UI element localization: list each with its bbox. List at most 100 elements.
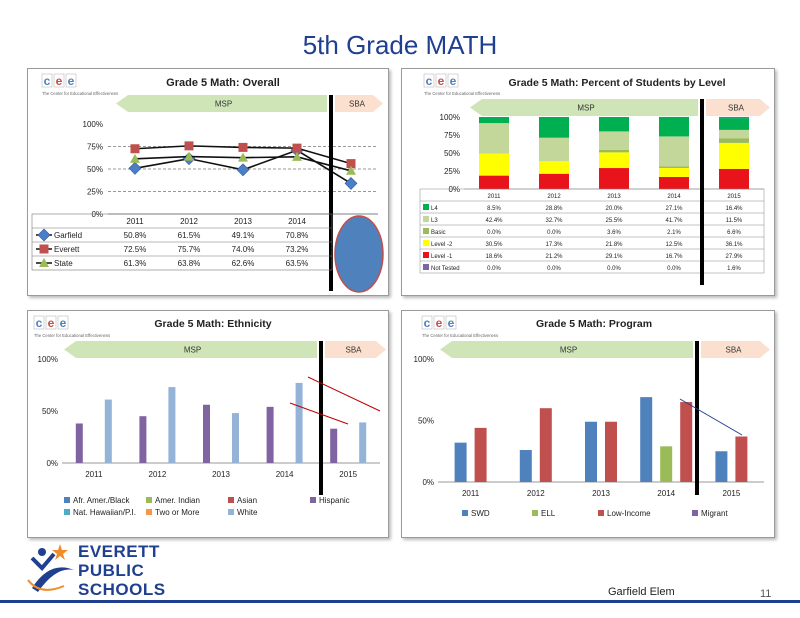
point-garfield-2015 — [344, 176, 358, 190]
legend-swatch — [423, 228, 429, 234]
bar-hispanic-2015 — [330, 428, 338, 463]
cee-logo-letter: e — [60, 316, 67, 330]
table-row-label: Everett — [54, 245, 80, 254]
ethnicity-chart-panel: c e e The Center for Educational Effectiven… — [27, 310, 389, 538]
point-state-2013 — [238, 152, 248, 162]
cee-logo-box — [435, 73, 447, 88]
cee-tagline: The Center for Educational Effectiveness — [422, 333, 498, 338]
cee-logo-box — [33, 315, 45, 330]
legend-swatch — [423, 252, 429, 258]
cee-logo-letter: e — [448, 316, 455, 330]
table-cell: 2.1% — [667, 230, 681, 236]
cee-tagline: The Center for Educational Effectiveness — [34, 333, 110, 338]
y-tick-label: 75% — [87, 143, 103, 152]
cee-logo-letter: e — [436, 316, 443, 330]
y-tick-label: 100% — [414, 355, 434, 364]
x-tick-label: 2015 — [339, 470, 357, 479]
cee-tagline: The Center for Educational Effectiveness — [42, 91, 118, 96]
legend-swatch — [146, 509, 152, 515]
y-tick-label: 0% — [46, 459, 58, 468]
sba-arrow — [706, 99, 770, 116]
cee-logo-letter: c — [426, 74, 433, 88]
table-row-label: Basic — [431, 230, 446, 236]
y-tick-label: 25% — [444, 167, 460, 176]
legend-label: Two or More — [155, 508, 200, 517]
bar-ell-2014 — [660, 446, 673, 482]
table-cell: 72.5% — [124, 245, 147, 254]
bar-segment-level--1-2011 — [479, 175, 509, 189]
table-cell: 12.5% — [665, 242, 683, 248]
table-row-label: Not Tested — [431, 266, 460, 272]
chart-title: Grade 5 Math: Overall — [166, 77, 280, 89]
table-row-label: Level -2 — [431, 242, 453, 248]
x-tick-label: 2013 — [234, 217, 252, 226]
chart-title: Grade 5 Math: Ethnicity — [154, 318, 271, 330]
table-cell: 21.2% — [545, 254, 563, 260]
sba-arrow — [701, 341, 770, 358]
legend-swatch — [228, 509, 234, 515]
table-cell: 17.3% — [545, 242, 563, 248]
x-tick-label: 2012 — [527, 489, 545, 498]
bar-white-2015 — [359, 422, 367, 463]
bar-low-income-2011 — [474, 427, 487, 482]
footer-rule — [0, 600, 800, 603]
bar-segment-basic-2015 — [719, 138, 749, 143]
bar-low-income-2015 — [735, 436, 748, 482]
msp-label: MSP — [577, 104, 594, 113]
cee-logo-box — [445, 315, 457, 330]
x-tick-label: 2014 — [276, 470, 294, 479]
page-number: 11 — [760, 588, 772, 600]
legend-marker-state — [39, 258, 49, 267]
legend-swatch — [423, 204, 429, 210]
legend-swatch — [64, 509, 70, 515]
table-row-label: Garfield — [54, 231, 82, 240]
bar-segment-level--1-2013 — [599, 168, 629, 189]
school-name: Garfield Elem — [608, 586, 675, 598]
x-tick-label: 2013 — [212, 470, 230, 479]
x-tick-label: 2015 — [723, 489, 741, 498]
legend-swatch — [310, 497, 316, 503]
page-title: 5th Grade MATH — [302, 30, 498, 60]
point-garfield-2013 — [236, 163, 250, 177]
table-cell: 75.7% — [178, 245, 201, 254]
bar-swd-2012 — [519, 450, 532, 482]
x-tick-label: 2014 — [288, 217, 306, 226]
table-cell: 16.7% — [665, 254, 683, 260]
sba-arrow — [335, 95, 383, 112]
sba-arrow — [325, 341, 386, 358]
cee-logo-letter: c — [424, 316, 431, 330]
cee-logo-letter: e — [56, 74, 63, 88]
district-name-line2: PUBLIC — [78, 561, 145, 580]
table-cell: 21.8% — [605, 242, 623, 248]
table-cell: 18.6% — [485, 254, 503, 260]
table-cell: 27.9% — [725, 254, 743, 260]
legend-swatch — [423, 264, 429, 270]
x-tick-label: 2013 — [607, 194, 621, 200]
bar-segment-l3-2012 — [539, 137, 569, 162]
sba-label: SBA — [349, 100, 366, 109]
x-tick-label: 2015 — [727, 194, 741, 200]
table-cell: 0.0% — [487, 230, 501, 236]
bar-hispanic-2014 — [266, 406, 274, 463]
point-everett-2013 — [238, 142, 248, 152]
table-cell: 0.0% — [547, 266, 561, 272]
legend-label: Amer. Indian — [155, 496, 200, 505]
x-tick-label: 2012 — [547, 194, 561, 200]
table-cell: 32.7% — [545, 218, 563, 224]
legend-label: Asian — [237, 496, 257, 505]
bar-segment-l4-2012 — [539, 117, 569, 138]
bar-swd-2014 — [640, 397, 653, 482]
bar-low-income-2012 — [539, 408, 552, 482]
table-row-label: L4 — [431, 206, 438, 212]
bar-segment-level--1-2012 — [539, 173, 569, 189]
y-tick-label: 100% — [440, 113, 460, 122]
point-everett-2011 — [130, 144, 140, 154]
district-logo-icon — [27, 544, 74, 592]
legend-label: Low-Income — [607, 509, 651, 518]
legend-marker-everett — [39, 244, 49, 254]
x-tick-label: 2014 — [667, 194, 681, 200]
table-cell: 61.3% — [124, 259, 147, 268]
bar-swd-2013 — [585, 421, 597, 482]
